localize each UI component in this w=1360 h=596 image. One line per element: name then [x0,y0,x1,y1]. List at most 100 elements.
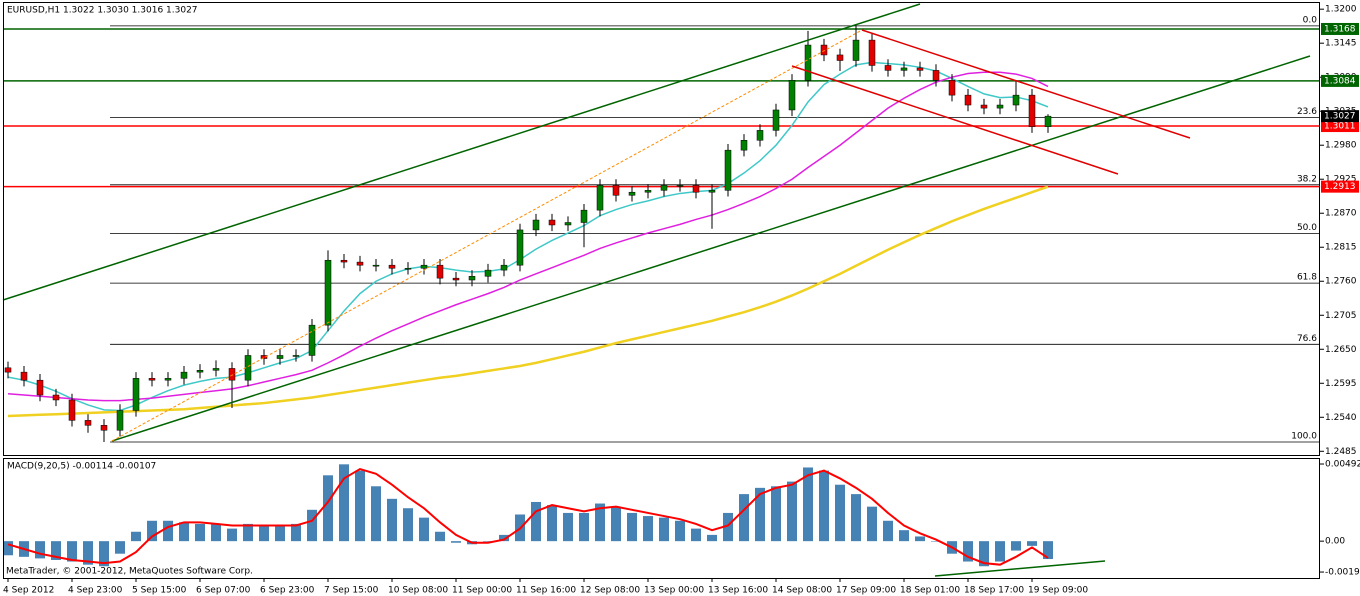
price-tag [1321,110,1359,123]
candle-body [532,219,540,231]
x-tick-label: 7 Sep 15:00 [324,586,379,596]
y-tick-label: 1.2595 [1325,379,1357,389]
macd-bar [147,520,157,542]
macd-bar [163,520,173,542]
candle-body [852,39,860,61]
macd-bar [643,516,653,542]
macd-bar [835,484,845,542]
candle-body [116,410,124,431]
candle-body [324,259,332,326]
macd-bar [531,501,541,542]
candle-body [68,399,76,421]
candle-body [52,394,60,401]
macd-bar [83,541,93,565]
frames [3,2,1320,579]
macd-bar [755,487,765,542]
macd-bar [35,541,45,559]
y-tick-label: 1.2815 [1325,243,1357,253]
candle-body [836,54,844,61]
macd-bar [963,541,973,562]
candle-body [276,355,284,359]
trend-line [934,560,1106,577]
candle-body [868,39,876,66]
macd-bar [371,486,381,542]
trend-line [861,29,1191,139]
y-tick-label: 1.2870 [1325,209,1357,219]
macd-bar [787,481,797,542]
candle-body [788,80,796,111]
fib-label: 100.0 [1291,432,1317,442]
macd-bar [867,506,877,542]
macd-bar [611,506,621,542]
macd-bar [307,509,317,542]
y-tick-label: 0.00492 [1325,460,1360,470]
y-tick-label: 1.3145 [1325,39,1357,49]
x-tick-label: 17 Sep 09:00 [836,586,896,596]
candle-body [884,65,892,71]
macd-bar [883,520,893,542]
fib-label: 0.0 [1303,15,1318,25]
x-tick-label: 13 Sep 00:00 [644,586,704,596]
candle-body [548,219,556,226]
watermark: MetaTrader, © 2001-2012, MetaQuotes Soft… [6,567,253,577]
y-tick-label: 1.2760 [1325,277,1357,287]
macd-bar [595,503,605,542]
candle-body [356,261,364,266]
moving-average [7,185,1049,418]
macd-bar [259,525,269,542]
y-tick-label: -0.00197 [1325,568,1360,578]
candle-body [948,80,956,96]
candle-body [564,222,572,226]
macd-bar [3,541,13,556]
y-tick-label: 1.2485 [1325,447,1357,457]
candle-body [372,264,380,267]
x-tick-label: 5 Sep 15:00 [132,586,187,596]
y-tick-label: 1.2705 [1325,311,1357,321]
x-tick-label: 18 Sep 17:00 [964,586,1024,596]
macd-bar [179,522,189,542]
trend-line [791,65,1119,175]
price-tag [1321,180,1359,193]
price-layer [3,25,1053,567]
macd-bar [243,523,253,542]
candle-body [148,378,156,381]
candle-body [724,149,732,191]
macd-bar [435,531,445,542]
price-tag [1321,120,1359,133]
macd-bar [67,541,77,562]
macd-bar [899,530,909,542]
macd-bar [227,528,237,542]
x-tick-label: 4 Sep 23:00 [68,586,123,596]
macd-bar [819,470,829,542]
y-tick-label: 1.2925 [1325,175,1357,185]
candle-body [500,264,508,271]
macd-signal [7,467,1049,566]
x-tick-label: 12 Sep 08:00 [580,586,640,596]
moving-average [7,71,1049,402]
macd-bar [211,523,221,542]
candle-body [996,104,1004,109]
chart-title: EURUSD,H1 1.3022 1.3030 1.3016 1.3027 [7,6,198,16]
candle-body [1012,94,1020,106]
trend-line [2,3,921,301]
candle-body [452,277,460,281]
x-tick-label: 13 Sep 16:00 [708,586,768,596]
candle-body [484,269,492,277]
candle-body [932,70,940,81]
macd-bar [659,517,669,542]
macd-bar [1027,541,1037,546]
price-panel-frame [3,2,1320,456]
candle-body [628,191,636,196]
x-tick-label: 18 Sep 01:00 [900,586,960,596]
candle-body [388,264,396,269]
candle-body [612,185,620,196]
candle-body [292,355,300,357]
macd-bar [931,541,941,542]
candle-body [1028,94,1036,127]
macd-bar [707,534,717,542]
fib-trend-line [111,29,863,442]
candle-body [660,185,668,191]
price-tag-label: 1.3011 [1324,122,1356,132]
